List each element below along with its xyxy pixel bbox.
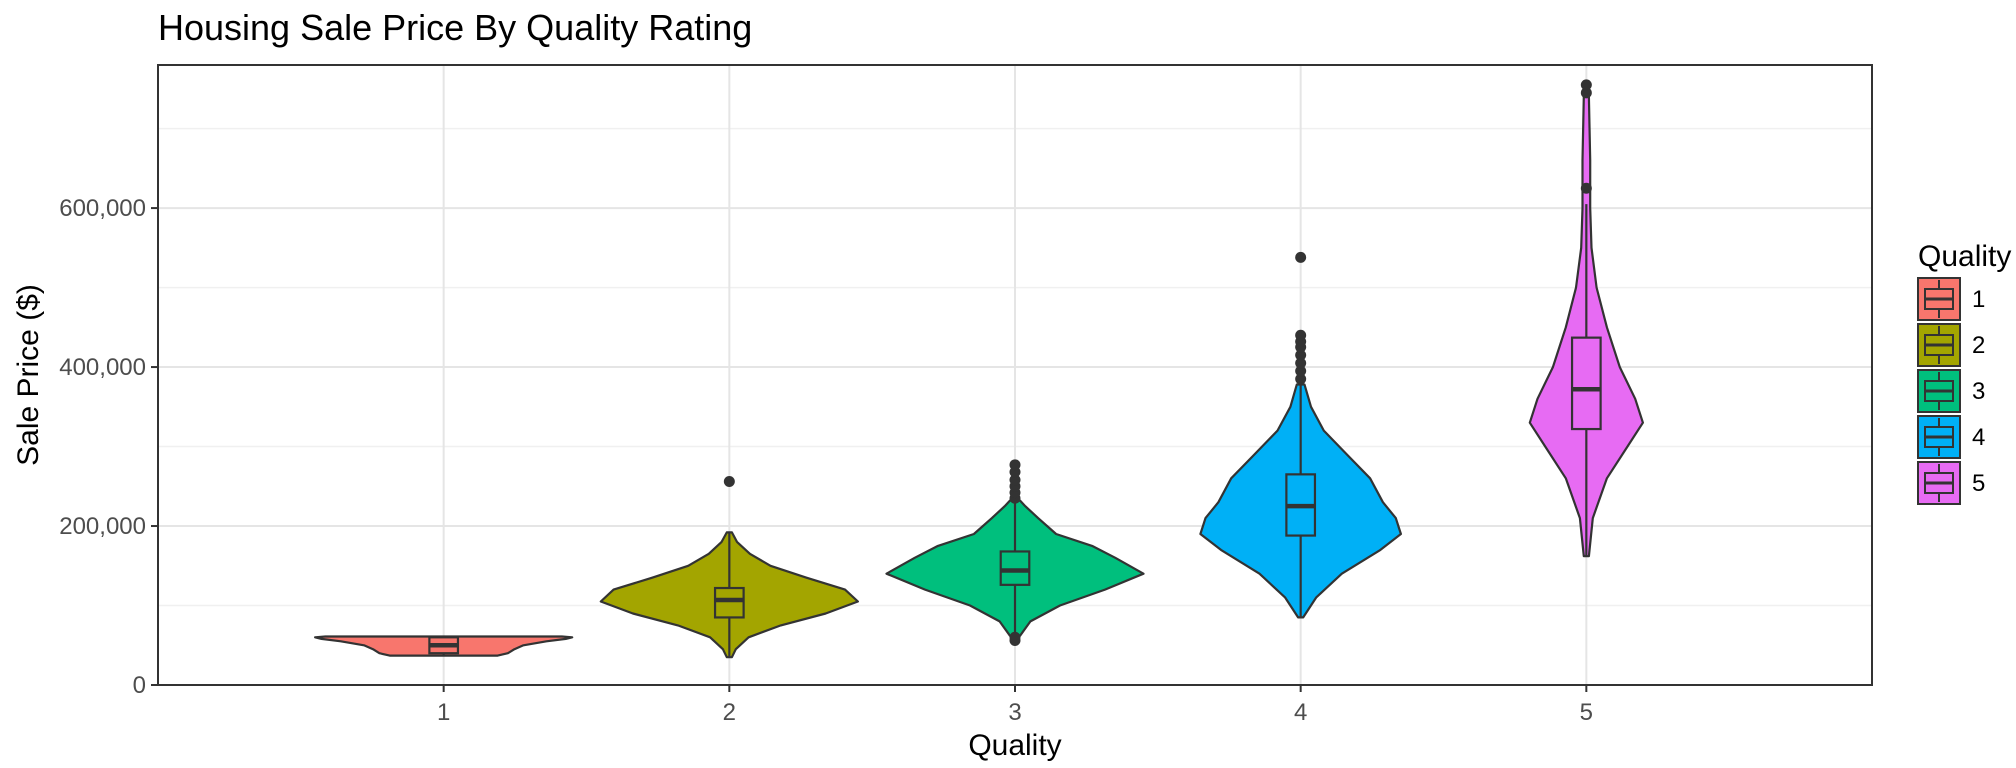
legend-label-4: 4 (1972, 424, 1985, 451)
box-2 (713, 586, 745, 619)
violin-layer (314, 79, 1644, 659)
legend-label-3: 3 (1972, 378, 1985, 405)
outlier-point (723, 476, 735, 488)
legend: Quality 1 2 3 4 5 (1917, 240, 2011, 505)
outlier-point (1009, 474, 1021, 486)
legend-label-2: 2 (1972, 332, 1985, 359)
outlier-point (1295, 373, 1307, 385)
outlier-point (1295, 349, 1307, 361)
chart-title: Housing Sale Price By Quality Rating (158, 7, 752, 48)
outlier-point (1580, 87, 1592, 99)
outlier-point (1295, 329, 1307, 341)
y-axis-title: Sale Price ($) (12, 284, 45, 466)
x-tick-label: 1 (437, 699, 450, 726)
axis-layer: 0 200,000 400,000 600,000 1 2 3 4 5 (59, 195, 1593, 726)
y-tick-label: 200,000 (59, 513, 146, 540)
outlier-point (1580, 79, 1592, 91)
outlier-point (1295, 357, 1307, 369)
y-tick-label: 0 (133, 672, 146, 699)
box-3 (999, 550, 1031, 586)
x-axis-title: Quality (968, 729, 1061, 762)
outlier-point (1295, 251, 1307, 263)
x-tick-label: 4 (1294, 699, 1307, 726)
x-tick-label: 2 (723, 699, 736, 726)
legend-label-5: 5 (1972, 470, 1985, 497)
outlier-point (1009, 459, 1021, 471)
y-tick-label: 400,000 (59, 354, 146, 381)
outlier-point (1580, 182, 1592, 194)
y-tick-label: 600,000 (59, 195, 146, 222)
legend-title: Quality (1918, 240, 2011, 273)
box-5 (1570, 336, 1602, 431)
x-tick-label: 5 (1580, 699, 1593, 726)
legend-label-1: 1 (1972, 286, 1985, 313)
outlier-point (1009, 631, 1021, 643)
x-tick-label: 3 (1008, 699, 1021, 726)
outlier-point (1295, 365, 1307, 377)
